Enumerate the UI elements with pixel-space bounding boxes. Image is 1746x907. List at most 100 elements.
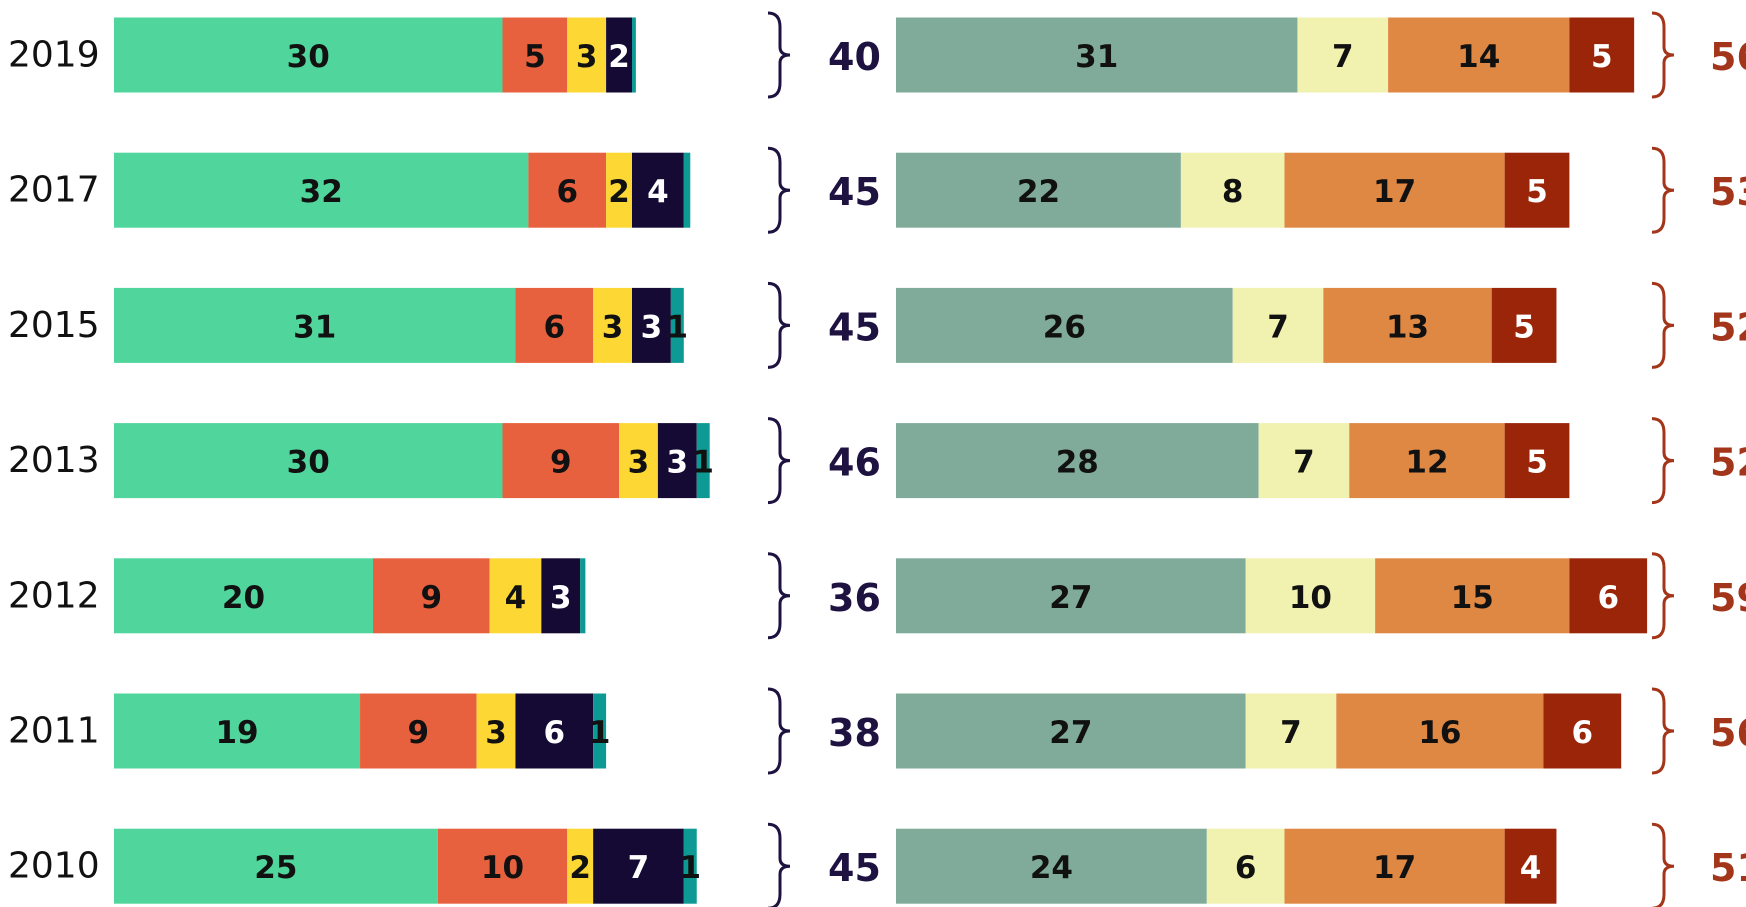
data-label: 6 — [556, 174, 578, 210]
bar-segment — [1491, 287, 1557, 363]
bar-segment — [896, 287, 1233, 363]
total-label: 38 — [828, 711, 881, 755]
bar-segment — [1206, 828, 1285, 904]
total-label: 59 — [1710, 576, 1746, 620]
data-label: 1 — [667, 309, 689, 345]
brace — [1651, 687, 1675, 775]
data-label: 27 — [1049, 715, 1092, 751]
y-tick-label: 2017 — [8, 170, 100, 211]
bar-segment — [670, 287, 684, 363]
data-label: 10 — [481, 850, 524, 886]
data-label: 30 — [287, 39, 330, 75]
data-label: 3 — [628, 445, 650, 481]
bar-segment — [896, 558, 1246, 634]
data-label: 4 — [1520, 850, 1542, 886]
brace — [767, 281, 791, 369]
bar-segment — [632, 17, 636, 93]
bar-segment — [593, 287, 632, 363]
bar-segment — [1388, 17, 1570, 93]
data-label: 20 — [222, 580, 265, 616]
brace — [1651, 417, 1675, 505]
bar-segment — [606, 17, 632, 93]
data-label: 7 — [1280, 715, 1302, 751]
data-label: 10 — [1289, 580, 1332, 616]
bar-segment — [489, 558, 542, 634]
total-label: 46 — [828, 441, 881, 485]
data-label: 7 — [1332, 39, 1354, 75]
bar-segment — [1504, 423, 1570, 499]
bar-segment — [683, 828, 697, 904]
data-label: 3 — [550, 580, 572, 616]
data-label: 31 — [293, 309, 336, 345]
bar-segment — [1569, 17, 1635, 93]
data-label: 3 — [641, 309, 663, 345]
bar-segment — [114, 693, 361, 769]
total-label: 53 — [1710, 170, 1746, 214]
data-label: 9 — [408, 715, 430, 751]
bar-segment — [606, 152, 632, 228]
total-label: 51 — [1710, 846, 1746, 890]
y-tick-label: 2011 — [8, 711, 100, 752]
data-label: 8 — [1222, 174, 1244, 210]
data-label: 32 — [300, 174, 343, 210]
bar-segment — [1232, 287, 1324, 363]
bar-segment — [1245, 558, 1376, 634]
bar-segment — [683, 152, 691, 228]
brace — [1651, 146, 1675, 234]
bar-segment — [502, 17, 568, 93]
data-label: 5 — [524, 39, 546, 75]
data-label: 4 — [505, 580, 527, 616]
data-label: 15 — [1451, 580, 1494, 616]
y-tick-label: 2015 — [8, 305, 100, 346]
bar-segment — [1543, 693, 1622, 769]
bar-segment — [1375, 558, 1570, 634]
bar-segment — [1258, 423, 1350, 499]
bar-segment — [114, 828, 438, 904]
bar-segment — [1349, 423, 1505, 499]
bar-segment — [114, 423, 503, 499]
data-label: 16 — [1418, 715, 1461, 751]
bar-segment — [896, 17, 1298, 93]
data-label: 19 — [215, 715, 258, 751]
data-label: 30 — [287, 445, 330, 481]
total-label: 52 — [1710, 305, 1746, 349]
bar-segment — [1284, 152, 1505, 228]
brace — [767, 552, 791, 640]
bar-segment — [632, 287, 671, 363]
bar-segment — [114, 287, 516, 363]
data-label: 5 — [1526, 445, 1548, 481]
data-label: 17 — [1373, 174, 1416, 210]
bar-segment — [373, 558, 490, 634]
brace — [1651, 552, 1675, 640]
total-label: 36 — [828, 576, 881, 620]
bar-segment — [567, 17, 607, 93]
bar-segment — [657, 423, 697, 499]
total-label: 40 — [828, 35, 881, 79]
total-label: 45 — [828, 170, 881, 214]
data-label: 4 — [647, 174, 669, 210]
data-label: 2 — [569, 850, 591, 886]
data-label: 1 — [692, 445, 714, 481]
total-label: 45 — [828, 305, 881, 349]
data-label: 7 — [1267, 309, 1289, 345]
bar-segment — [437, 828, 568, 904]
total-label: 56 — [1710, 35, 1746, 79]
brace — [767, 11, 791, 99]
data-label: 6 — [1597, 580, 1619, 616]
data-label: 27 — [1049, 580, 1092, 616]
y-tick-label: 2013 — [8, 440, 100, 481]
bar-segment — [360, 693, 477, 769]
data-label: 7 — [1293, 445, 1315, 481]
bar-segment — [1180, 152, 1285, 228]
data-label: 3 — [602, 309, 624, 345]
data-label: 14 — [1457, 39, 1500, 75]
data-label: 7 — [628, 850, 650, 886]
y-tick-label: 2010 — [8, 846, 100, 887]
bar-segment — [896, 828, 1207, 904]
data-label: 12 — [1405, 445, 1448, 481]
bar-segment — [896, 423, 1259, 499]
data-label: 1 — [679, 850, 701, 886]
data-label: 2 — [608, 174, 630, 210]
data-label: 3 — [667, 445, 689, 481]
